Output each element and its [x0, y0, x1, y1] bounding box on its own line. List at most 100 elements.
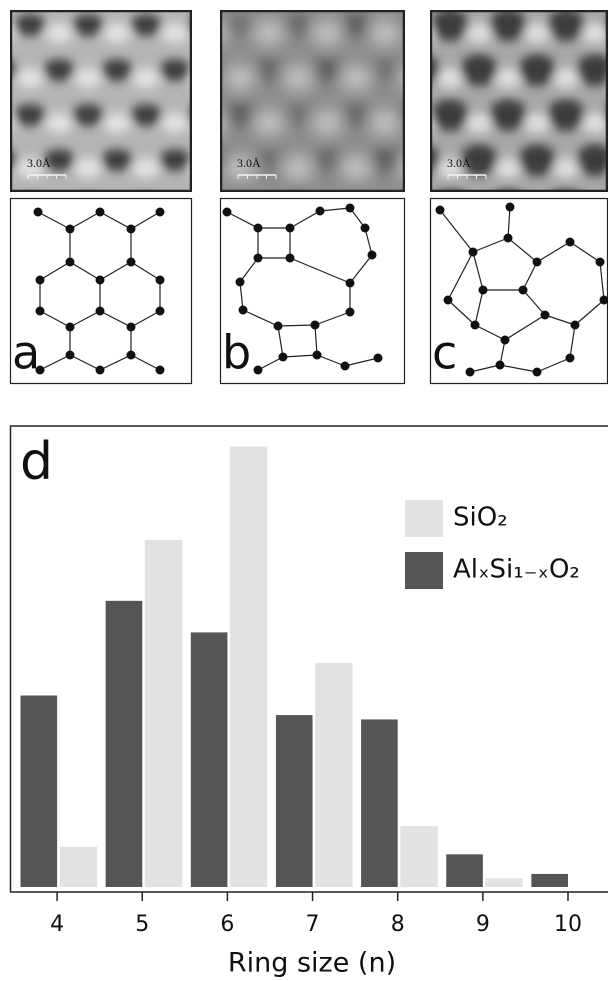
x-tick-label: 5 [135, 912, 149, 937]
x-tick-label: 9 [476, 912, 490, 937]
atom [254, 366, 263, 375]
atom [436, 206, 445, 215]
dark-pore [340, 14, 372, 36]
atom [471, 321, 480, 330]
atom [127, 258, 136, 267]
atom [279, 353, 288, 362]
dark-pore [43, 59, 75, 81]
atom [361, 224, 370, 233]
atom [341, 362, 350, 371]
legend-label: SiO₂ [453, 503, 508, 533]
light-spot [552, 68, 580, 88]
light-spot [103, 23, 131, 43]
light-spot [103, 113, 131, 133]
scale-label: 3.0Å [27, 156, 51, 170]
light-spot [16, 68, 44, 88]
atom [286, 224, 295, 233]
atom [566, 238, 575, 247]
dark-pore [489, 99, 527, 131]
bar [145, 540, 182, 887]
dark-pore [311, 59, 343, 81]
atom [469, 248, 478, 257]
dark-pore [72, 14, 104, 36]
dark-pore [340, 104, 372, 126]
atom [96, 307, 105, 316]
dark-pore [402, 144, 440, 176]
bar [485, 878, 522, 887]
atom [311, 321, 320, 330]
dark-pore [188, 14, 220, 36]
panel-label: a [12, 326, 40, 380]
light-spot [284, 68, 312, 88]
atom [466, 368, 475, 377]
dark-pore [130, 104, 162, 126]
atom [316, 207, 325, 216]
dark-pore [253, 59, 285, 81]
atom [346, 279, 355, 288]
light-spot [45, 23, 73, 43]
legend-swatch [405, 552, 443, 589]
bar [21, 695, 58, 887]
dark-pore [518, 54, 556, 86]
light-spot [45, 113, 73, 133]
figure: 3.0Å3.0Å3.0Å abc d45678910Ring size (n)S… [0, 0, 608, 981]
x-tick-label: 7 [306, 912, 320, 937]
light-spot [494, 158, 522, 178]
bar [106, 601, 143, 887]
atom [533, 258, 542, 267]
scale-label: 3.0Å [237, 156, 261, 170]
atom [223, 208, 232, 217]
light-spot [313, 23, 341, 43]
light-spot [581, 23, 608, 43]
atom [368, 251, 377, 260]
atom [96, 366, 105, 375]
atom [533, 368, 542, 377]
dark-pore [518, 144, 556, 176]
atom [239, 306, 248, 315]
atom [254, 224, 263, 233]
bar [531, 874, 568, 887]
atom [254, 254, 263, 263]
atom [504, 234, 513, 243]
atom [346, 204, 355, 213]
dark-pore [188, 194, 220, 216]
dark-pore [224, 14, 256, 36]
light-spot [371, 23, 399, 43]
dark-pore [282, 14, 314, 36]
legend-swatch [405, 500, 443, 537]
light-spot [523, 23, 551, 43]
light-spot [74, 68, 102, 88]
x-tick-label: 8 [391, 912, 405, 937]
atom [36, 276, 45, 285]
dark-pore [489, 9, 527, 41]
dark-pore [547, 99, 585, 131]
atom [156, 307, 165, 316]
light-spot [465, 113, 493, 133]
dark-pore [14, 104, 46, 126]
dark-pore [159, 149, 191, 171]
dark-pore [431, 99, 469, 131]
light-spot [284, 158, 312, 178]
light-spot [523, 113, 551, 133]
light-spot [313, 113, 341, 133]
dark-pore [188, 104, 220, 126]
network-diagram: c [431, 199, 608, 384]
atom [96, 208, 105, 217]
atom [127, 225, 136, 234]
dark-pore [402, 54, 440, 86]
dark-pore [369, 59, 401, 81]
x-tick-label: 6 [220, 912, 234, 937]
light-spot [342, 158, 370, 178]
light-spot [465, 23, 493, 43]
bar [230, 446, 267, 887]
dark-pore [101, 59, 133, 81]
light-spot [581, 113, 608, 133]
dark-pore [130, 14, 162, 36]
atom [479, 286, 488, 295]
bar [315, 663, 352, 887]
dark-pore [101, 149, 133, 171]
light-spot [132, 68, 160, 88]
atom [127, 323, 136, 332]
atom [66, 225, 75, 234]
atom [571, 321, 580, 330]
